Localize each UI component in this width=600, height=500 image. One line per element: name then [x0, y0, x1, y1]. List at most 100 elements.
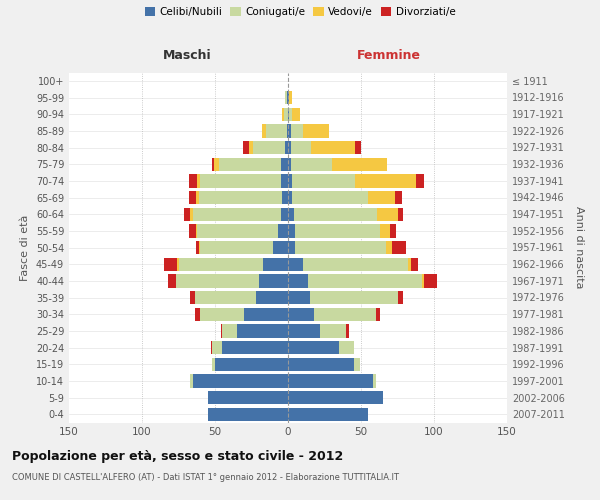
- Bar: [189, 224, 196, 237]
- Bar: [262, 124, 266, 138]
- Bar: [200, 241, 274, 254]
- Bar: [288, 108, 289, 121]
- Bar: [284, 108, 288, 121]
- Bar: [196, 191, 199, 204]
- Bar: [256, 291, 288, 304]
- Bar: [377, 208, 398, 221]
- Bar: [193, 208, 281, 221]
- Bar: [422, 274, 424, 287]
- Bar: [424, 274, 437, 287]
- Bar: [223, 341, 288, 354]
- Bar: [278, 224, 288, 237]
- Bar: [274, 241, 288, 254]
- Bar: [179, 258, 263, 271]
- Bar: [289, 108, 292, 121]
- Bar: [190, 208, 193, 221]
- Text: Popolazione per età, sesso e stato civile - 2012: Popolazione per età, sesso e stato civil…: [12, 450, 343, 463]
- Bar: [287, 124, 288, 138]
- Bar: [288, 291, 310, 304]
- Bar: [212, 158, 214, 171]
- Y-axis label: Anni di nascita: Anni di nascita: [574, 206, 584, 288]
- Bar: [285, 141, 288, 154]
- Bar: [288, 374, 373, 388]
- Bar: [416, 174, 424, 188]
- Bar: [288, 91, 289, 104]
- Legend: Celibi/Nubili, Coniugati/e, Vedovi/e, Divorziati/e: Celibi/Nubili, Coniugati/e, Vedovi/e, Di…: [140, 2, 460, 21]
- Bar: [176, 274, 259, 287]
- Bar: [285, 91, 287, 104]
- Bar: [310, 291, 398, 304]
- Bar: [194, 308, 200, 321]
- Bar: [314, 308, 376, 321]
- Bar: [196, 241, 199, 254]
- Bar: [288, 241, 295, 254]
- Bar: [189, 174, 197, 188]
- Text: Maschi: Maschi: [163, 49, 212, 62]
- Bar: [380, 224, 390, 237]
- Bar: [212, 358, 215, 371]
- Bar: [199, 191, 282, 204]
- Bar: [196, 224, 197, 237]
- Bar: [282, 191, 288, 204]
- Bar: [292, 191, 368, 204]
- Bar: [190, 291, 194, 304]
- Bar: [288, 391, 383, 404]
- Bar: [368, 191, 395, 204]
- Bar: [288, 174, 292, 188]
- Bar: [222, 324, 237, 338]
- Bar: [184, 208, 190, 221]
- Bar: [200, 174, 281, 188]
- Bar: [212, 341, 223, 354]
- Bar: [220, 158, 281, 171]
- Bar: [287, 91, 288, 104]
- Bar: [332, 158, 387, 171]
- Bar: [197, 224, 278, 237]
- Bar: [392, 241, 406, 254]
- Bar: [199, 241, 200, 254]
- Bar: [398, 208, 403, 221]
- Bar: [259, 274, 288, 287]
- Bar: [281, 158, 288, 171]
- Bar: [289, 91, 292, 104]
- Bar: [291, 158, 332, 171]
- Bar: [373, 374, 376, 388]
- Bar: [354, 358, 359, 371]
- Bar: [311, 141, 355, 154]
- Bar: [288, 141, 291, 154]
- Bar: [292, 174, 355, 188]
- Bar: [215, 358, 288, 371]
- Text: Femmine: Femmine: [357, 49, 421, 62]
- Bar: [408, 258, 410, 271]
- Text: COMUNE DI CASTELL'ALFERO (AT) - Dati ISTAT 1° gennaio 2012 - Elaborazione TUTTIT: COMUNE DI CASTELL'ALFERO (AT) - Dati IST…: [12, 472, 399, 482]
- Bar: [288, 324, 320, 338]
- Bar: [253, 141, 285, 154]
- Bar: [291, 141, 311, 154]
- Bar: [243, 141, 248, 154]
- Bar: [398, 291, 403, 304]
- Bar: [214, 158, 220, 171]
- Bar: [410, 258, 418, 271]
- Bar: [291, 124, 302, 138]
- Bar: [237, 324, 288, 338]
- Bar: [288, 358, 354, 371]
- Bar: [288, 258, 302, 271]
- Bar: [355, 141, 361, 154]
- Bar: [211, 341, 212, 354]
- Y-axis label: Fasce di età: Fasce di età: [20, 214, 30, 280]
- Bar: [197, 174, 200, 188]
- Bar: [248, 141, 253, 154]
- Bar: [288, 191, 292, 204]
- Bar: [208, 408, 288, 421]
- Bar: [168, 274, 176, 287]
- Bar: [244, 308, 288, 321]
- Bar: [395, 191, 402, 204]
- Bar: [386, 241, 392, 254]
- Bar: [281, 208, 288, 221]
- Bar: [193, 374, 288, 388]
- Bar: [281, 174, 288, 188]
- Bar: [288, 408, 368, 421]
- Bar: [390, 224, 396, 237]
- Bar: [302, 124, 329, 138]
- Bar: [376, 308, 380, 321]
- Bar: [294, 208, 377, 221]
